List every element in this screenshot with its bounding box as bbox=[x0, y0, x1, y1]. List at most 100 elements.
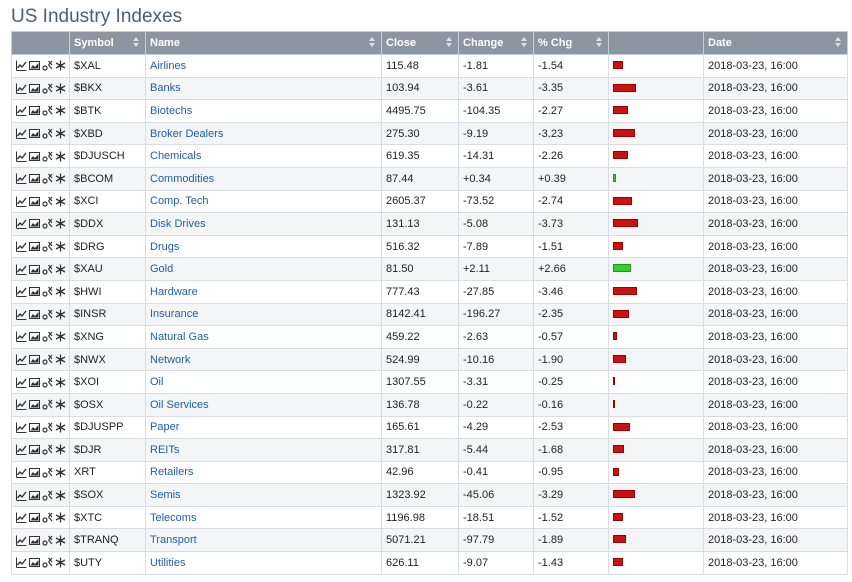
pnf-chart-icon[interactable] bbox=[42, 105, 53, 117]
seasonality-icon[interactable] bbox=[55, 196, 66, 207]
name-cell-link[interactable]: Transport bbox=[150, 534, 197, 547]
line-chart-icon[interactable] bbox=[16, 354, 27, 366]
candlestick-chart-icon[interactable] bbox=[29, 557, 40, 568]
candlestick-chart-icon[interactable] bbox=[29, 173, 40, 184]
seasonality-icon[interactable] bbox=[55, 309, 66, 320]
seasonality-icon[interactable] bbox=[55, 354, 66, 365]
line-chart-icon[interactable] bbox=[16, 535, 27, 546]
line-chart-icon[interactable] bbox=[16, 173, 27, 185]
pnf-chart-icon[interactable] bbox=[42, 151, 53, 162]
column-header-change[interactable]: Change bbox=[458, 31, 534, 55]
sort-icon[interactable] bbox=[133, 36, 140, 50]
candlestick-chart-icon[interactable] bbox=[29, 444, 40, 455]
candlestick-chart-icon[interactable] bbox=[29, 490, 40, 501]
line-chart-icon[interactable] bbox=[16, 399, 27, 411]
name-cell-link[interactable]: Network bbox=[150, 353, 191, 366]
sort-icon[interactable] bbox=[446, 36, 453, 50]
candlestick-chart-icon[interactable] bbox=[29, 467, 40, 478]
pnf-chart-icon[interactable] bbox=[42, 128, 53, 139]
pnf-chart-icon[interactable] bbox=[42, 264, 53, 275]
line-chart-icon[interactable] bbox=[16, 264, 27, 275]
line-chart-icon[interactable] bbox=[16, 83, 27, 94]
seasonality-icon[interactable] bbox=[55, 128, 66, 139]
pnf-chart-icon[interactable] bbox=[42, 196, 53, 207]
line-chart-icon[interactable] bbox=[16, 309, 27, 320]
seasonality-icon[interactable] bbox=[55, 512, 66, 523]
name-cell-link[interactable]: Disk Drives bbox=[150, 217, 206, 230]
line-chart-icon[interactable] bbox=[16, 105, 27, 117]
name-cell-link[interactable]: Utilities bbox=[150, 556, 186, 569]
candlestick-chart-icon[interactable] bbox=[29, 309, 40, 320]
sort-icon[interactable] bbox=[521, 36, 528, 50]
column-header-pct-change[interactable]: % Chg bbox=[533, 31, 609, 55]
candlestick-chart-icon[interactable] bbox=[29, 354, 40, 365]
pnf-chart-icon[interactable] bbox=[42, 512, 53, 523]
line-chart-icon[interactable] bbox=[16, 128, 27, 140]
seasonality-icon[interactable] bbox=[55, 218, 66, 229]
seasonality-icon[interactable] bbox=[55, 286, 66, 297]
line-chart-icon[interactable] bbox=[16, 490, 27, 501]
line-chart-icon[interactable] bbox=[16, 196, 27, 207]
name-cell-link[interactable]: Paper bbox=[150, 421, 180, 434]
pnf-chart-icon[interactable] bbox=[42, 60, 53, 71]
candlestick-chart-icon[interactable] bbox=[29, 286, 40, 297]
seasonality-icon[interactable] bbox=[55, 264, 66, 275]
seasonality-icon[interactable] bbox=[55, 399, 66, 410]
pnf-chart-icon[interactable] bbox=[42, 422, 53, 433]
pnf-chart-icon[interactable] bbox=[42, 309, 53, 320]
line-chart-icon[interactable] bbox=[16, 331, 27, 343]
sort-icon[interactable] bbox=[835, 36, 842, 50]
name-cell-link[interactable]: Broker Dealers bbox=[150, 127, 224, 140]
line-chart-icon[interactable] bbox=[16, 422, 27, 433]
pnf-chart-icon[interactable] bbox=[42, 535, 53, 546]
seasonality-icon[interactable] bbox=[55, 467, 66, 478]
candlestick-chart-icon[interactable] bbox=[29, 60, 40, 71]
candlestick-chart-icon[interactable] bbox=[29, 151, 40, 162]
candlestick-chart-icon[interactable] bbox=[29, 422, 40, 433]
line-chart-icon[interactable] bbox=[16, 218, 27, 230]
name-cell-link[interactable]: Airlines bbox=[150, 59, 187, 72]
candlestick-chart-icon[interactable] bbox=[29, 264, 40, 275]
seasonality-icon[interactable] bbox=[55, 377, 66, 388]
pnf-chart-icon[interactable] bbox=[42, 218, 53, 230]
pnf-chart-icon[interactable] bbox=[42, 83, 53, 94]
name-cell-link[interactable]: REITs bbox=[150, 443, 180, 456]
pnf-chart-icon[interactable] bbox=[42, 444, 53, 455]
pnf-chart-icon[interactable] bbox=[42, 399, 53, 410]
name-cell-link[interactable]: Insurance bbox=[150, 308, 199, 321]
pnf-chart-icon[interactable] bbox=[42, 286, 53, 297]
line-chart-icon[interactable] bbox=[16, 444, 27, 456]
name-cell-link[interactable]: Retailers bbox=[150, 466, 194, 479]
seasonality-icon[interactable] bbox=[55, 151, 66, 162]
line-chart-icon[interactable] bbox=[16, 557, 27, 569]
line-chart-icon[interactable] bbox=[16, 286, 27, 298]
candlestick-chart-icon[interactable] bbox=[29, 241, 40, 252]
pnf-chart-icon[interactable] bbox=[42, 557, 53, 568]
name-cell-link[interactable]: Natural Gas bbox=[150, 330, 209, 343]
candlestick-chart-icon[interactable] bbox=[29, 105, 40, 116]
column-header-date[interactable]: Date bbox=[703, 31, 848, 55]
candlestick-chart-icon[interactable] bbox=[29, 512, 40, 523]
name-cell-link[interactable]: Gold bbox=[150, 263, 174, 276]
pnf-chart-icon[interactable] bbox=[42, 241, 53, 252]
candlestick-chart-icon[interactable] bbox=[29, 331, 40, 342]
seasonality-icon[interactable] bbox=[55, 422, 66, 433]
line-chart-icon[interactable] bbox=[16, 60, 27, 72]
seasonality-icon[interactable] bbox=[55, 60, 66, 71]
name-cell-link[interactable]: Biotechs bbox=[150, 104, 193, 117]
seasonality-icon[interactable] bbox=[55, 83, 66, 94]
column-header-close[interactable]: Close bbox=[381, 31, 459, 55]
candlestick-chart-icon[interactable] bbox=[29, 218, 40, 229]
name-cell-link[interactable]: Hardware bbox=[150, 285, 198, 298]
sort-icon[interactable] bbox=[369, 36, 376, 50]
sort-icon[interactable] bbox=[596, 36, 603, 50]
pnf-chart-icon[interactable] bbox=[42, 331, 53, 343]
pnf-chart-icon[interactable] bbox=[42, 354, 53, 365]
seasonality-icon[interactable] bbox=[55, 105, 66, 116]
line-chart-icon[interactable] bbox=[16, 151, 27, 162]
name-cell-link[interactable]: Chemicals bbox=[150, 150, 202, 163]
pnf-chart-icon[interactable] bbox=[42, 173, 53, 184]
seasonality-icon[interactable] bbox=[55, 535, 66, 546]
column-header-name[interactable]: Name bbox=[145, 31, 382, 55]
line-chart-icon[interactable] bbox=[16, 467, 27, 478]
